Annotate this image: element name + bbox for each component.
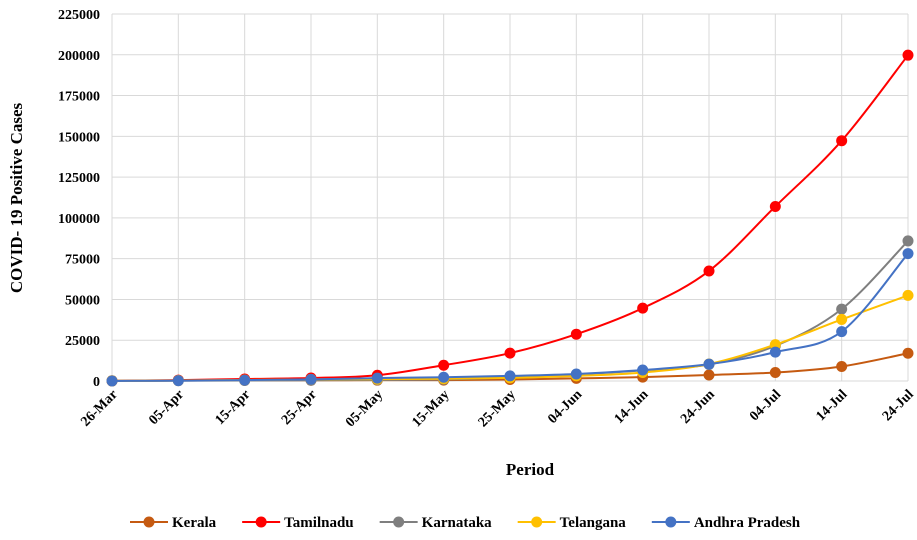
x-tick-label: 15-May	[409, 387, 452, 430]
legend-marker	[665, 516, 677, 528]
x-tick-label: 26-Mar	[78, 387, 120, 429]
point	[703, 369, 715, 381]
legend-label: Telangana	[560, 515, 627, 531]
y-tick-label: 25000	[65, 334, 100, 349]
point	[172, 375, 184, 387]
y-tick-label: 100000	[58, 212, 100, 227]
x-tick-label: 14-Jun	[612, 387, 652, 427]
y-tick-label: 200000	[58, 49, 100, 64]
point	[371, 372, 383, 384]
legend-label: Kerala	[172, 515, 217, 531]
point	[836, 326, 848, 338]
x-tick-label: 24-Jun	[678, 387, 718, 427]
legend-marker	[255, 516, 267, 528]
point	[836, 303, 848, 315]
point	[438, 371, 450, 383]
legend-marker	[531, 516, 543, 528]
y-tick-label: 150000	[58, 130, 100, 145]
point	[902, 248, 914, 260]
legend-marker	[393, 516, 405, 528]
point	[836, 313, 848, 325]
x-tick-label: 25-May	[476, 387, 519, 430]
y-tick-label: 50000	[65, 293, 100, 308]
point	[570, 328, 582, 340]
x-axis-title: Period	[506, 460, 555, 479]
point	[637, 302, 649, 314]
point	[637, 364, 649, 376]
point	[902, 235, 914, 247]
x-tick-label: 05-May	[343, 387, 386, 430]
point	[438, 359, 450, 371]
legend-label: Andhra Pradesh	[694, 515, 801, 531]
point	[769, 200, 781, 212]
legend-label: Karnataka	[422, 515, 493, 531]
legend-marker	[143, 516, 155, 528]
y-tick-label: 125000	[58, 171, 100, 186]
y-tick-label: 175000	[58, 90, 100, 105]
x-tick-label: 24-Jul	[880, 387, 917, 424]
x-tick-label: 25-Apr	[279, 387, 320, 428]
legend-label: Tamilnadu	[284, 515, 354, 531]
point	[769, 346, 781, 358]
point	[836, 360, 848, 372]
point	[504, 370, 516, 382]
point	[902, 49, 914, 61]
x-tick-label: 04-Jul	[747, 387, 784, 424]
point	[703, 265, 715, 277]
point	[836, 135, 848, 147]
point	[504, 347, 516, 359]
point	[106, 375, 118, 387]
x-tick-label: 15-Apr	[213, 387, 254, 428]
point	[703, 358, 715, 370]
point	[570, 368, 582, 380]
point	[769, 367, 781, 379]
point	[902, 347, 914, 359]
point	[902, 289, 914, 301]
y-axis-title: COVID- 19 Positive Cases	[7, 102, 26, 293]
x-tick-label: 05-Apr	[146, 387, 187, 428]
point	[769, 339, 781, 351]
y-tick-label: 225000	[58, 8, 100, 23]
point	[239, 374, 251, 386]
point	[305, 373, 317, 385]
y-tick-label: 75000	[65, 253, 100, 268]
y-tick-label: 0	[93, 375, 100, 390]
x-tick-label: 04-Jun	[545, 387, 585, 427]
x-tick-label: 14-Jul	[813, 387, 850, 424]
